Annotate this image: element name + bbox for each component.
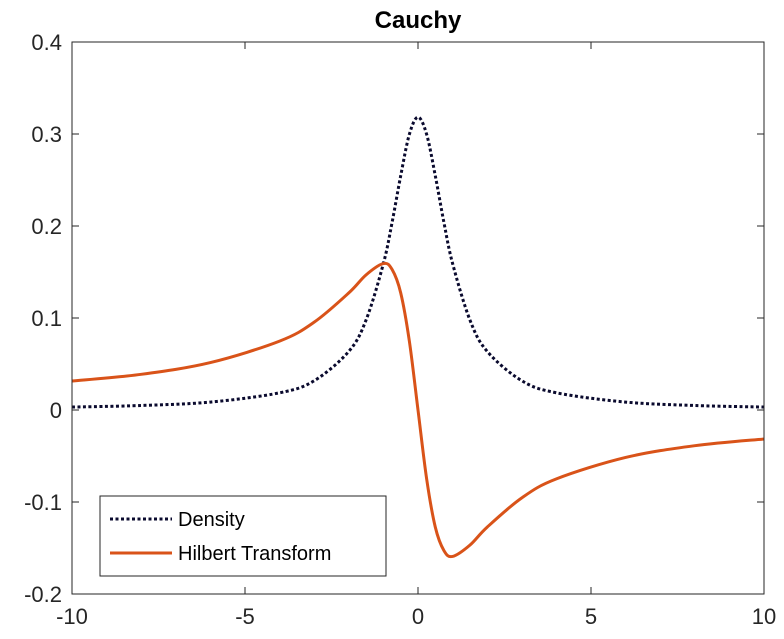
x-tick-label: 0 <box>412 604 424 629</box>
x-tick-label: 5 <box>585 604 597 629</box>
y-tick-label: -0.2 <box>24 582 62 607</box>
y-tick-label: 0.3 <box>31 122 62 147</box>
x-tick-label: -10 <box>56 604 88 629</box>
legend: Density Hilbert Transform <box>99 495 387 577</box>
y-tick-label: 0.1 <box>31 306 62 331</box>
x-tick-label: -5 <box>235 604 255 629</box>
y-tick-label: 0.2 <box>31 214 62 239</box>
series-layer <box>71 115 765 559</box>
y-tick-label: 0.4 <box>31 30 62 55</box>
series-line-0 <box>71 115 765 409</box>
legend-label-hilbert: Hilbert Transform <box>178 543 331 565</box>
series-line-1 <box>71 261 765 559</box>
y-tick-label: 0 <box>50 398 62 423</box>
chart-title: Cauchy <box>375 7 462 34</box>
y-tick-label: -0.1 <box>24 490 62 515</box>
x-tick-label: 10 <box>752 604 776 629</box>
legend-box <box>99 495 387 577</box>
legend-label-density: Density <box>178 509 245 531</box>
axes-layer: -10 -5 0 5 10 -0.2 -0.1 0 0.1 0.2 0.3 0.4 <box>24 30 776 629</box>
